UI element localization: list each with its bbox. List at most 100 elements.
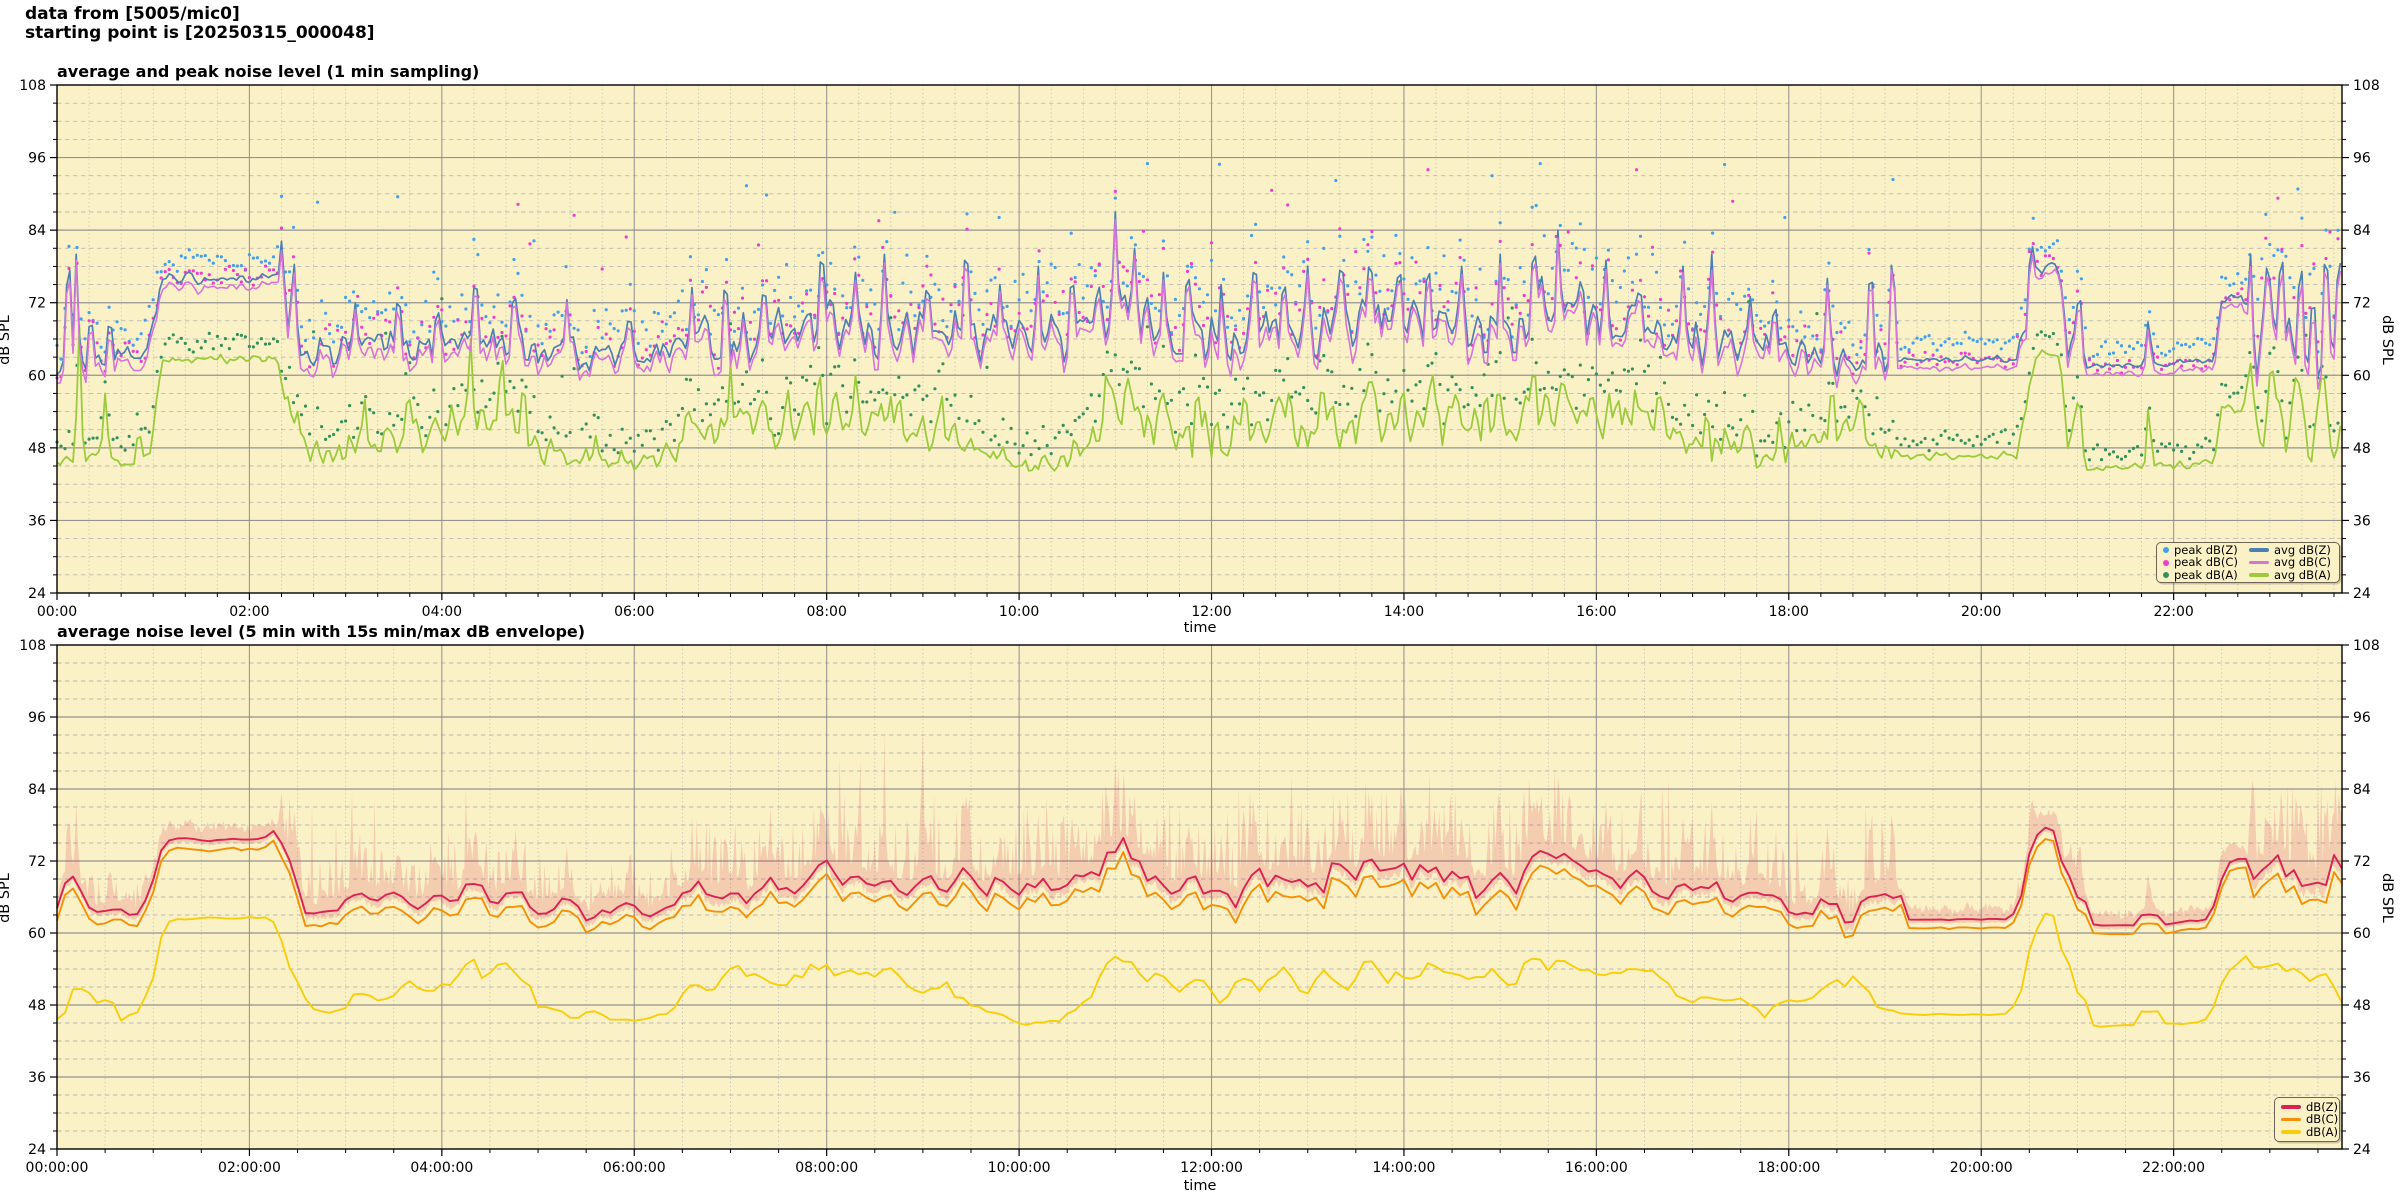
ytick-label-right: 36 [2353,513,2371,529]
ytick-label-left: 84 [28,223,46,239]
ytick-label-right: 60 [2353,926,2371,942]
avg-dba-line [56,325,2342,472]
top-chart-frame: 24 24 36 36 48 48 60 60 72 72 84 84 96 96 108 108 00:00 0… [19,78,2379,620]
ytick-label-right: 72 [2353,296,2371,312]
bottom-chart-title: average noise level (5 min with 15s min/… [57,622,586,641]
xtick-label: 08:00 [807,604,847,620]
bottom-chart-legend: dB(Z) dB(C) dB(A) [2274,1097,2340,1142]
xtick-label: 10:00 [999,604,1039,620]
peak-dbz-dots [55,161,2340,361]
xtick-label: 16:00:00 [1565,1160,1628,1176]
legend-label: dB(A) [2306,1124,2339,1139]
top-chart-series [55,161,2342,472]
legend-label: avg dB(C) [2274,555,2332,570]
xtick-label: 02:00:00 [218,1160,281,1176]
ytick-label-left: 84 [28,782,46,798]
xtick-label: 18:00 [1769,604,1809,620]
bottom-legend-item: dB(A) [2281,1126,2338,1139]
ytick-label-left: 108 [19,638,46,654]
ytick-label-right: 72 [2353,854,2371,870]
xtick-label: 00:00:00 [26,1160,89,1176]
bottom-chart-series [56,731,2343,1028]
top-xlabel-time: time [1183,620,1217,636]
xtick-label: 06:00:00 [603,1160,666,1176]
top-legend-item: avg dB(C) [2249,556,2335,569]
ytick-label-left: 24 [28,1142,46,1158]
header-line-start: starting point is [20250315_000048] [25,23,375,43]
ytick-label-right: 96 [2353,710,2371,726]
ytick-label-left: 24 [28,586,46,602]
xtick-label: 00:00 [37,604,77,620]
ytick-label-right: 108 [2353,638,2380,654]
ytick-label-left: 48 [28,998,46,1014]
xtick-label: 02:00 [229,604,269,620]
ytick-label-left: 108 [19,78,46,94]
top-ylabel-right: dB SPL [2379,315,2395,365]
xtick-label: 22:00:00 [2142,1160,2205,1176]
avg-dbz-line [56,211,2342,379]
xtick-label: 14:00 [1384,604,1424,620]
bottom-ylabel-right: dB SPL [2379,873,2395,923]
legend-line-swatch [2249,560,2269,565]
xtick-label: 04:00 [422,604,462,620]
legend-dot-swatch [2163,547,2169,553]
xtick-label: 20:00 [1961,604,2001,620]
ytick-label-left: 96 [28,151,46,167]
legend-label: peak dB(Z) [2174,542,2238,557]
xtick-label: 14:00:00 [1373,1160,1436,1176]
bottom-chart-axes [57,645,2342,1149]
bottom-chart-frame: 24 24 36 36 48 48 60 60 72 72 84 84 96 96 108 108 00:00:… [19,638,2379,1176]
xtick-label: 10:00:00 [988,1160,1051,1176]
xtick-label: 04:00:00 [410,1160,473,1176]
legend-line-swatch [2281,1117,2301,1122]
ytick-label-right: 24 [2353,586,2371,602]
xtick-label: 08:00:00 [795,1160,858,1176]
xtick-label: 22:00 [2153,604,2193,620]
ytick-label-left: 48 [28,441,46,457]
top-chart-title: average and peak noise level (1 min samp… [57,62,480,81]
ytick-label-left: 72 [28,296,46,312]
ytick-label-right: 108 [2353,78,2380,94]
ytick-label-left: 60 [28,368,46,384]
ytick-label-right: 60 [2353,368,2371,384]
bottom-ylabel-left: dB SPL [0,873,13,923]
bottom-legend-item: dB(C) [2281,1113,2338,1126]
legend-line-swatch [2281,1130,2301,1134]
legend-label: avg dB(A) [2274,567,2331,582]
top-chart-axes [57,85,2342,593]
dbz-line [56,826,2343,927]
legend-label: avg dB(Z) [2274,542,2331,557]
ytick-label-right: 36 [2353,1070,2371,1086]
top-chart-legend: peak dB(Z) peak dB(C) peak dB(A) avg dB(Z) a… [2156,542,2340,583]
top-legend-item: peak dB(Z) [2163,544,2249,557]
top-legend-item: peak dB(C) [2163,556,2249,569]
legend-label: peak dB(A) [2174,567,2238,582]
legend-label: dB(C) [2306,1112,2339,1127]
figure-header: data from [5005/mic0] starting point is [… [25,5,375,43]
legend-label: dB(Z) [2306,1099,2339,1114]
legend-line-swatch [2249,573,2269,577]
xtick-label: 12:00 [1191,604,1231,620]
top-legend-item: peak dB(A) [2163,569,2249,582]
top-ylabel-left: dB SPL [0,315,13,365]
xtick-label: 18:00:00 [1757,1160,1820,1176]
bottom-legend-item: dB(Z) [2281,1101,2338,1114]
ytick-label-left: 60 [28,926,46,942]
legend-dot-swatch [2163,559,2169,566]
bottom-xlabel-time: time [1183,1178,1217,1194]
ytick-label-right: 24 [2353,1142,2371,1158]
top-legend-item: avg dB(A) [2249,569,2335,582]
legend-dot-swatch [2163,572,2169,578]
ytick-label-left: 72 [28,854,46,870]
ytick-label-left: 96 [28,710,46,726]
header-line-source: data from [5005/mic0] [25,4,240,24]
dbc-line [56,838,2343,939]
ytick-label-left: 36 [28,1070,46,1086]
dba-line [56,912,2343,1028]
legend-label: peak dB(C) [2174,555,2238,570]
xtick-label: 12:00:00 [1180,1160,1243,1176]
xtick-label: 16:00 [1576,604,1616,620]
ytick-label-right: 96 [2353,151,2371,167]
